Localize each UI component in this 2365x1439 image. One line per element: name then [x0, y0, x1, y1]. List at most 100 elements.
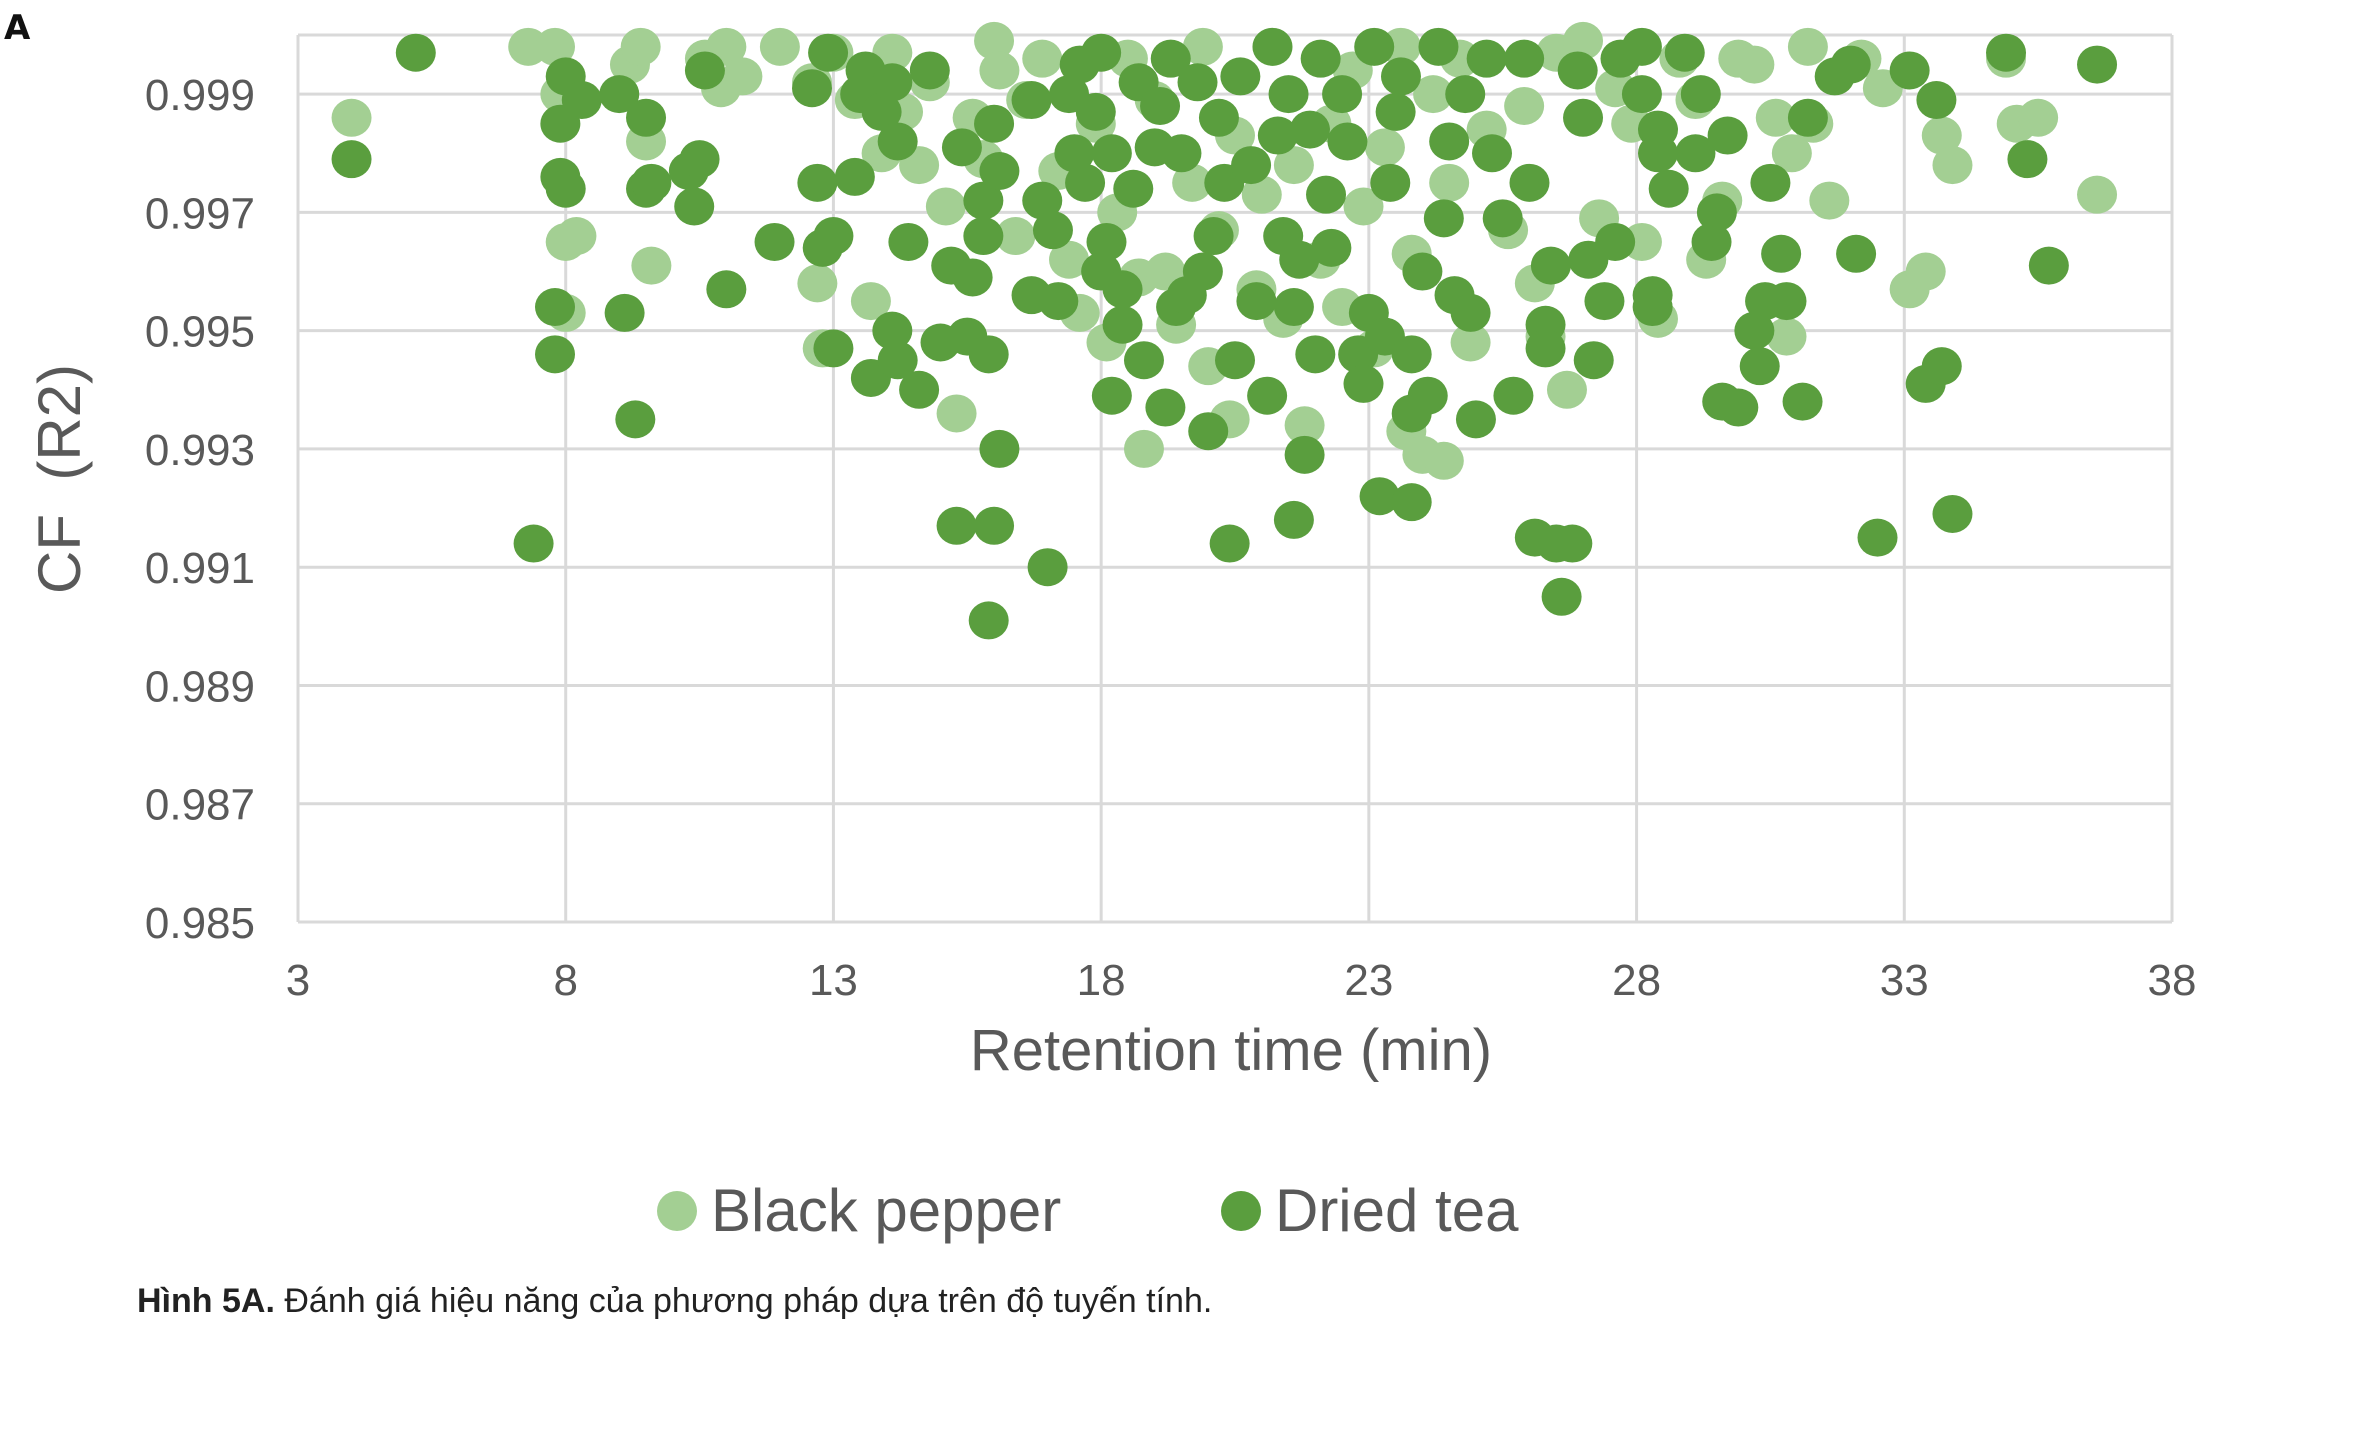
data-point	[535, 27, 576, 66]
data-point	[1696, 193, 1737, 232]
data-point	[1327, 122, 1368, 161]
data-point	[952, 258, 993, 297]
data-point	[1857, 518, 1898, 557]
data-point	[1504, 39, 1545, 78]
data-point	[1932, 146, 1973, 185]
x-tick-label: 8	[553, 956, 577, 1005]
data-point	[331, 140, 372, 179]
data-point	[979, 152, 1020, 191]
y-axis-title: CF (R2)	[26, 364, 93, 594]
data-point	[1563, 98, 1604, 137]
y-tick-label: 0.987	[145, 781, 255, 830]
data-point	[974, 21, 1015, 60]
data-point	[1182, 27, 1223, 66]
data-point	[535, 335, 576, 374]
data-point	[872, 311, 913, 350]
data-point	[1734, 311, 1775, 350]
data-point	[1182, 252, 1223, 291]
data-point	[1407, 376, 1448, 415]
data-point	[1198, 98, 1239, 137]
legend-label-dried-tea: Dried tea	[1275, 1177, 1519, 1244]
data-point	[877, 122, 918, 161]
data-point	[1455, 400, 1496, 439]
data-point	[872, 63, 913, 102]
data-point	[2077, 175, 2118, 214]
x-axis-title: Retention time (min)	[970, 1018, 1492, 1083]
data-point	[1145, 388, 1186, 427]
data-point	[1241, 175, 1282, 214]
data-point	[1734, 45, 1775, 84]
data-point	[1049, 240, 1090, 279]
data-point	[2077, 45, 2118, 84]
data-point	[1364, 128, 1405, 167]
data-point	[1809, 181, 1850, 220]
data-point	[1423, 199, 1464, 238]
data-point	[797, 163, 838, 202]
data-point	[1504, 86, 1545, 125]
data-point	[1916, 81, 1957, 120]
data-point	[813, 217, 854, 256]
data-point	[1466, 39, 1507, 78]
data-point	[792, 69, 833, 108]
data-point	[1755, 98, 1796, 137]
data-point	[615, 400, 656, 439]
data-point	[861, 92, 902, 131]
data-point	[1300, 39, 1341, 78]
data-point	[1648, 169, 1689, 208]
data-point	[1552, 524, 1593, 563]
data-point	[1231, 146, 1272, 185]
data-point	[1188, 412, 1229, 451]
data-point	[395, 33, 436, 72]
data-point	[995, 217, 1036, 256]
data-point	[974, 104, 1015, 143]
data-point	[813, 329, 854, 368]
data-point	[706, 270, 747, 309]
data-point	[1563, 21, 1604, 60]
data-point	[1343, 187, 1384, 226]
data-point	[1530, 246, 1571, 285]
data-point	[1830, 45, 1871, 84]
data-point	[1493, 376, 1534, 415]
data-point	[979, 51, 1020, 90]
legend: Black pepper Dried tea	[657, 1177, 1519, 1244]
data-point	[963, 181, 1004, 220]
data-point	[850, 282, 891, 321]
data-point	[1472, 134, 1513, 173]
data-point	[556, 217, 597, 256]
data-point	[1402, 252, 1443, 291]
data-point	[1123, 429, 1164, 468]
panel-label: A	[4, 8, 31, 48]
data-point	[1718, 388, 1759, 427]
data-point	[1172, 163, 1213, 202]
data-point	[1429, 163, 1470, 202]
data-point	[513, 524, 554, 563]
data-point	[1102, 305, 1143, 344]
figure-caption: Hình 5A. Đánh giá hiệu năng của phương p…	[137, 1282, 1212, 1321]
data-point	[1177, 63, 1218, 102]
data-point	[1761, 234, 1802, 273]
data-points	[331, 21, 2118, 640]
data-point	[1022, 39, 1063, 78]
data-point	[1637, 134, 1678, 173]
data-point	[1289, 110, 1330, 149]
data-point	[1215, 341, 1255, 380]
data-point	[1782, 382, 1823, 421]
y-tick-label: 0.997	[145, 189, 255, 238]
data-point	[1284, 406, 1325, 445]
series-dried-tea	[331, 27, 2118, 640]
data-point	[1546, 370, 1587, 409]
legend-label-black-pepper: Black pepper	[711, 1177, 1061, 1244]
y-tick-label: 0.995	[145, 308, 255, 357]
data-point	[331, 98, 372, 137]
legend-marker-black-pepper	[657, 1191, 697, 1231]
data-point	[834, 157, 875, 196]
data-point	[1905, 252, 1946, 291]
data-point	[1022, 181, 1063, 220]
data-point	[1306, 175, 1347, 214]
x-tick-label: 3	[286, 956, 310, 1005]
caption-text: Đánh giá hiệu năng của phương pháp dựa t…	[284, 1282, 1213, 1320]
data-point	[1621, 27, 1662, 66]
data-point	[968, 601, 1009, 640]
data-point	[1675, 134, 1716, 173]
data-point	[1541, 577, 1582, 616]
